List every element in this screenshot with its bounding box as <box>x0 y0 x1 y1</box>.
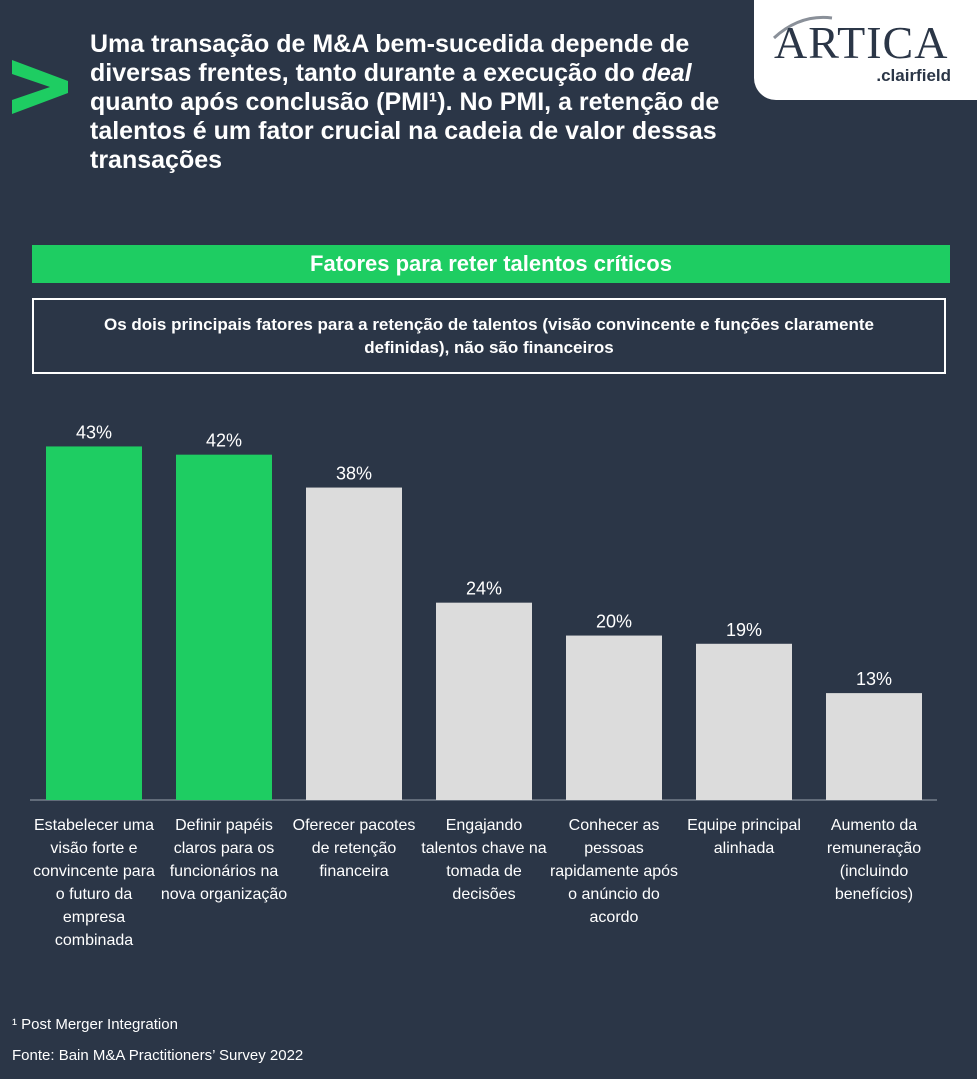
x-tick-label-6: Equipe principal alinhada <box>687 817 801 857</box>
bar-value-label-7: 13% <box>856 669 892 689</box>
bar-5 <box>566 635 662 800</box>
x-tick-label-4: Engajando talentos chave na tomada de de… <box>421 817 547 903</box>
source-note: Fonte: Bain M&A Practitioners’ Survey 20… <box>12 1047 304 1064</box>
bar-2 <box>176 454 272 800</box>
callout-box: Os dois principais fatores para a retenç… <box>32 298 946 374</box>
logo-subtitle: .clairfield <box>876 66 951 85</box>
logo: ARTICA .clairfield <box>754 0 977 100</box>
x-axis-labels: Estabelecer uma visão forte e convincent… <box>0 814 977 964</box>
bar-value-label-6: 19% <box>726 620 762 640</box>
headline-text-2: quanto após conclusão (PMI¹). No PMI, a … <box>90 88 720 174</box>
bar-6 <box>696 643 792 800</box>
bar-7 <box>826 693 922 800</box>
bar-value-label-5: 20% <box>596 612 632 632</box>
x-tick-label-3: Oferecer pacotes de retenção financeira <box>292 817 416 880</box>
logo-swoosh-icon <box>772 15 833 40</box>
bar-value-label-1: 43% <box>76 422 112 442</box>
x-tick-label-7: Aumento da remuneração (incluindo benefí… <box>826 817 922 903</box>
chevron-icon <box>12 60 68 114</box>
headline-text-1: Uma transação de M&A bem-sucedida depend… <box>90 30 690 87</box>
bar-value-label-3: 38% <box>336 464 372 484</box>
logo-wordmark: ARTICA <box>774 17 949 68</box>
bar-1 <box>46 446 142 800</box>
bar-3 <box>306 487 402 800</box>
bar-4 <box>436 602 532 800</box>
x-tick-label-5: Conhecer as pessoas rapidamente após o a… <box>549 817 679 926</box>
headline-emphasis: deal <box>641 59 692 87</box>
x-tick-label-1: Estabelecer uma visão forte e convincent… <box>33 817 155 949</box>
footnote: ¹ Post Merger Integration <box>12 1016 178 1033</box>
bar-value-label-4: 24% <box>466 579 502 599</box>
section-banner: Fatores para reter talentos críticos <box>32 245 950 283</box>
headline: Uma transação de M&A bem-sucedida depend… <box>90 30 740 175</box>
x-tick-label-2: Definir papéis claros para os funcionári… <box>160 817 288 903</box>
bar-chart: 43% 42% 38% 24% 20% 19% 13% <box>30 422 937 801</box>
bar-value-label-2: 42% <box>206 431 242 451</box>
